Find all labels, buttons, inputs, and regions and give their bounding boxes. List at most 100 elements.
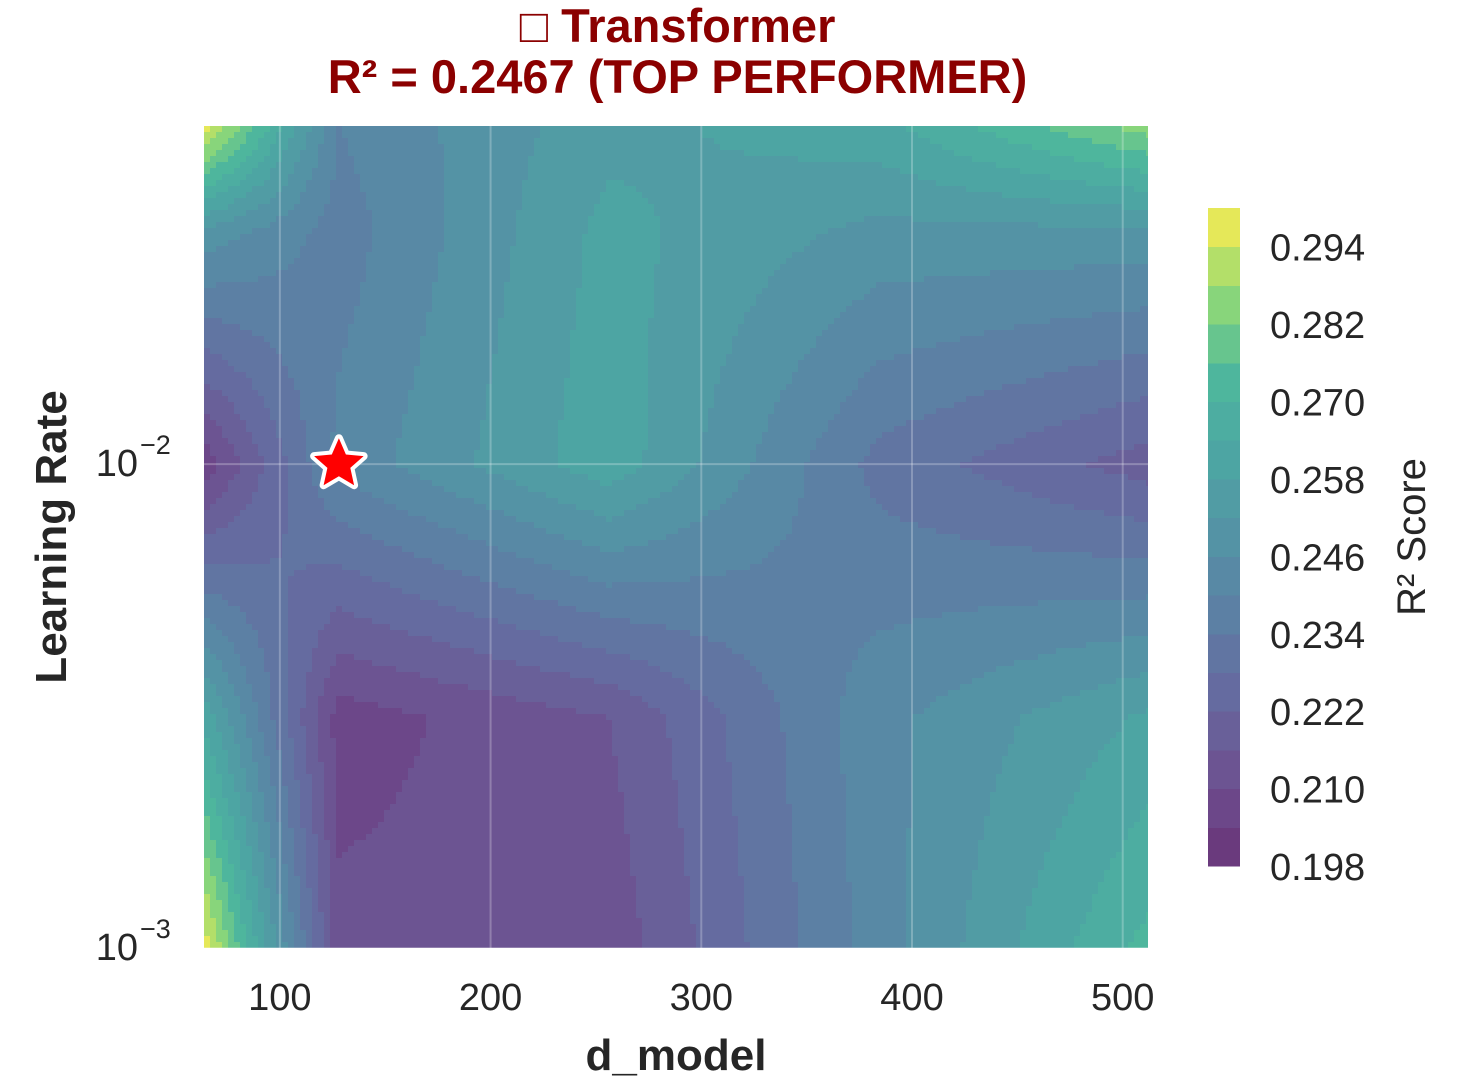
contour-cell bbox=[726, 168, 733, 175]
contour-cell bbox=[786, 228, 793, 235]
contour-cell bbox=[564, 276, 571, 283]
contour-cell bbox=[354, 192, 361, 199]
contour-cell bbox=[1044, 192, 1051, 199]
contour-cell bbox=[438, 234, 445, 241]
contour-cell bbox=[306, 168, 313, 175]
contour-cell bbox=[366, 174, 373, 181]
contour-cell bbox=[1110, 126, 1117, 133]
contour-cell bbox=[816, 300, 823, 307]
contour-cell bbox=[522, 300, 529, 307]
contour-cell bbox=[912, 210, 919, 217]
contour-cell bbox=[582, 174, 589, 181]
contour-cell bbox=[1104, 222, 1111, 229]
contour-cell bbox=[930, 276, 937, 283]
contour-cell bbox=[552, 240, 559, 247]
contour-cell bbox=[348, 126, 355, 133]
contour-cell bbox=[258, 246, 265, 253]
contour-cell bbox=[762, 300, 769, 307]
contour-cell bbox=[948, 282, 955, 289]
contour-cell bbox=[804, 246, 811, 253]
contour-cell bbox=[426, 264, 433, 271]
contour-cell bbox=[810, 288, 817, 295]
contour-cell bbox=[288, 198, 295, 205]
contour-cell bbox=[450, 138, 457, 145]
contour-cell bbox=[426, 306, 433, 313]
contour-cell bbox=[666, 276, 673, 283]
contour-cell bbox=[204, 288, 211, 295]
contour-cell bbox=[438, 264, 445, 271]
contour-cell bbox=[504, 252, 511, 259]
contour-cell bbox=[750, 312, 757, 319]
contour-cell bbox=[1128, 306, 1135, 313]
contour-cell bbox=[912, 150, 919, 157]
contour-cell bbox=[384, 186, 391, 193]
contour-cell bbox=[810, 174, 817, 181]
contour-cell bbox=[882, 258, 889, 265]
contour-cell bbox=[684, 150, 691, 157]
contour-cell bbox=[270, 270, 277, 277]
contour-cell bbox=[1002, 264, 1009, 271]
contour-cell bbox=[402, 162, 409, 169]
contour-cell bbox=[990, 306, 997, 313]
contour-cell bbox=[738, 174, 745, 181]
contour-cell bbox=[486, 252, 493, 259]
contour-cell bbox=[888, 168, 895, 175]
contour-cell bbox=[264, 300, 271, 307]
contour-cell bbox=[864, 204, 871, 211]
contour-cell bbox=[714, 132, 721, 139]
contour-cell bbox=[552, 288, 559, 295]
contour-cell bbox=[972, 198, 979, 205]
contour-cell bbox=[366, 294, 373, 301]
contour-cell bbox=[918, 156, 925, 163]
contour-cell bbox=[1104, 198, 1111, 205]
contour-cell bbox=[642, 264, 649, 271]
contour-cell bbox=[228, 192, 235, 199]
contour-cell bbox=[426, 246, 433, 253]
contour-cell bbox=[1014, 258, 1021, 265]
contour-cell bbox=[1122, 228, 1129, 235]
contour-cell bbox=[612, 252, 619, 259]
contour-cell bbox=[276, 180, 283, 187]
contour-cell bbox=[516, 294, 523, 301]
contour-cell bbox=[402, 294, 409, 301]
contour-cell bbox=[702, 192, 709, 199]
contour-cell bbox=[228, 276, 235, 283]
contour-cell bbox=[684, 216, 691, 223]
contour-cell bbox=[516, 252, 523, 259]
contour-cell bbox=[918, 174, 925, 181]
contour-cell bbox=[528, 168, 535, 175]
contour-cell bbox=[528, 246, 535, 253]
contour-cell bbox=[1008, 204, 1015, 211]
contour-cell bbox=[846, 294, 853, 301]
contour-cell bbox=[414, 174, 421, 181]
contour-cell bbox=[582, 306, 589, 313]
contour-cell bbox=[576, 150, 583, 157]
contour-cell bbox=[654, 294, 661, 301]
contour-cell bbox=[1068, 306, 1075, 313]
contour-cell bbox=[222, 282, 229, 289]
contour-cell bbox=[672, 132, 679, 139]
contour-cell bbox=[1080, 126, 1087, 133]
contour-cell bbox=[588, 276, 595, 283]
contour-cell bbox=[996, 306, 1003, 313]
contour-cell bbox=[942, 132, 949, 139]
contour-cell bbox=[708, 282, 715, 289]
contour-cell bbox=[654, 306, 661, 313]
contour-cell bbox=[480, 306, 487, 313]
contour-cell bbox=[822, 156, 829, 163]
contour-cell bbox=[750, 126, 757, 133]
contour-cell bbox=[894, 198, 901, 205]
contour-cell bbox=[252, 150, 259, 157]
contour-cell bbox=[846, 144, 853, 151]
contour-cell bbox=[876, 138, 883, 145]
contour-cell bbox=[720, 240, 727, 247]
contour-cell bbox=[576, 174, 583, 181]
contour-cell bbox=[624, 270, 631, 277]
contour-cell bbox=[228, 234, 235, 241]
contour-cell bbox=[330, 276, 337, 283]
contour-cell bbox=[588, 180, 595, 187]
contour-cell bbox=[816, 222, 823, 229]
contour-cell bbox=[1008, 168, 1015, 175]
contour-cell bbox=[654, 228, 661, 235]
contour-cell bbox=[882, 246, 889, 253]
